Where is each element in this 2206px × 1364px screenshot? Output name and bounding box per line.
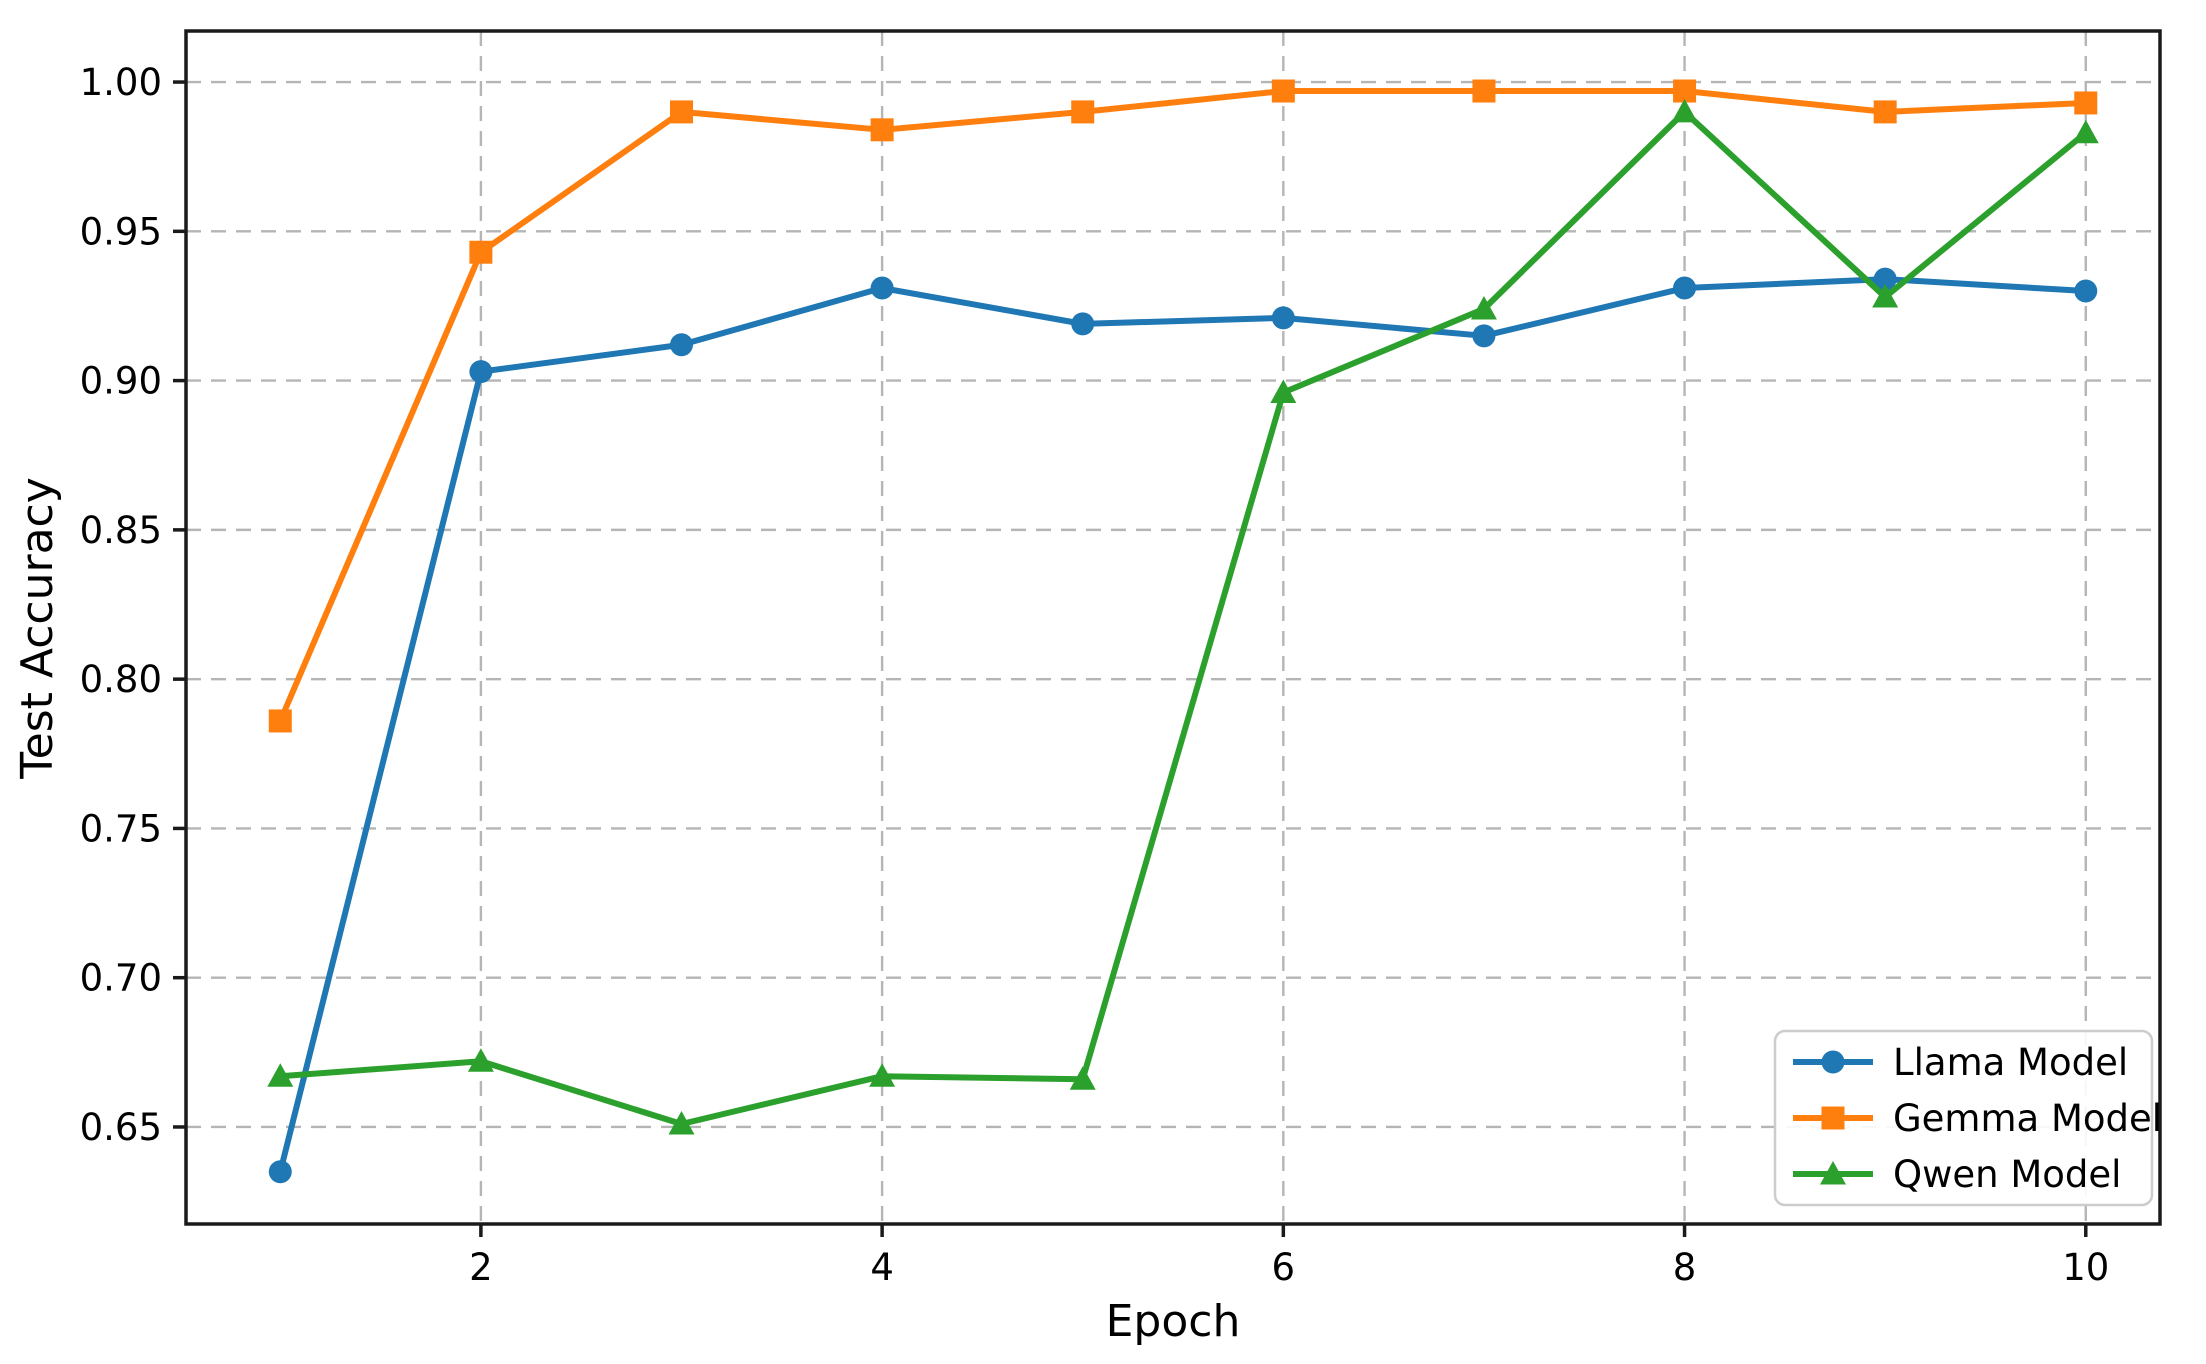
y-tick-label: 0.65: [80, 1106, 162, 1149]
legend-marker-triangle: [1820, 1161, 1846, 1185]
legend-item-qwen-model: Qwen Model: [1793, 1153, 2121, 1196]
data-point-gemma-model: [870, 118, 894, 142]
data-point-llama-model: [670, 333, 694, 357]
data-point-qwen-model: [1069, 1066, 1096, 1090]
y-tick-label: 0.90: [80, 360, 162, 403]
y-tick-label: 0.95: [80, 210, 162, 253]
x-axis-label: Epoch: [1106, 1296, 1241, 1347]
series-line-qwen-model: [277, 108, 2089, 1127]
series-line-llama-model: [277, 276, 2089, 1175]
data-point-llama-model: [2074, 279, 2098, 303]
legend-marker-square: [1821, 1106, 1845, 1130]
y-tick-label: 0.85: [80, 509, 162, 552]
data-point-gemma-model: [1071, 100, 1095, 124]
x-tick-label: 6: [1272, 1246, 1296, 1289]
series-layer: [267, 79, 2099, 1184]
data-point-gemma-model: [1873, 100, 1897, 124]
data-point-gemma-model: [1271, 79, 1295, 103]
legend-label: Llama Model: [1893, 1041, 2128, 1084]
data-point-llama-model: [1071, 312, 1095, 336]
data-point-llama-model: [1873, 267, 1897, 291]
x-tick-label: 10: [2062, 1246, 2109, 1289]
data-point-gemma-model: [1472, 79, 1496, 103]
data-point-qwen-model: [2072, 119, 2099, 144]
data-point-gemma-model: [1673, 79, 1697, 103]
data-point-gemma-model: [670, 100, 694, 124]
legend-label: Gemma Model: [1893, 1097, 2162, 1140]
data-point-llama-model: [268, 1160, 292, 1184]
data-point-qwen-model: [668, 1110, 695, 1135]
series-line-gemma-model: [277, 88, 2089, 724]
y-tick-label: 0.80: [80, 658, 162, 701]
legend-item-llama-model: Llama Model: [1793, 1041, 2128, 1084]
data-point-llama-model: [469, 360, 493, 384]
data-point-qwen-model: [1872, 284, 1899, 308]
legend-item-gemma-model: Gemma Model: [1793, 1097, 2162, 1140]
legend-marker-circle: [1821, 1050, 1845, 1074]
plot-border: [184, 29, 2162, 1226]
y-axis-label: Test Accuracy: [12, 477, 63, 780]
data-point-qwen-model: [267, 1063, 294, 1087]
x-tick-label: 4: [870, 1246, 894, 1289]
legend-box: [1773, 1029, 2154, 1207]
data-point-qwen-model: [869, 1063, 896, 1087]
data-point-llama-model: [870, 276, 894, 300]
legend-label: Qwen Model: [1893, 1153, 2121, 1196]
data-point-llama-model: [1472, 324, 1496, 348]
axes-layer: [184, 29, 2162, 1226]
x-tick-label: 2: [469, 1246, 493, 1289]
data-point-gemma-model: [268, 709, 292, 733]
data-point-llama-model: [1673, 276, 1697, 300]
data-point-qwen-model: [467, 1048, 494, 1072]
data-point-qwen-model: [1671, 98, 1698, 123]
data-point-qwen-model: [1470, 295, 1497, 320]
y-tick-label: 0.70: [80, 957, 162, 1000]
data-point-gemma-model: [2074, 91, 2098, 115]
y-tick-label: 1.00: [80, 61, 162, 104]
x-tick-label: 8: [1673, 1246, 1697, 1289]
data-point-llama-model: [1271, 306, 1295, 330]
tick-layer: 0.65 0.70 0.75 0.80 0.85 0.90 0.95 1.00 2 4 6 8 10: [80, 61, 2110, 1289]
data-point-gemma-model: [469, 240, 493, 264]
legend-layer: Llama Model Gemma Model Qwen Model: [1773, 1029, 2162, 1207]
data-point-qwen-model: [1270, 379, 1297, 404]
y-tick-label: 0.75: [80, 807, 162, 850]
